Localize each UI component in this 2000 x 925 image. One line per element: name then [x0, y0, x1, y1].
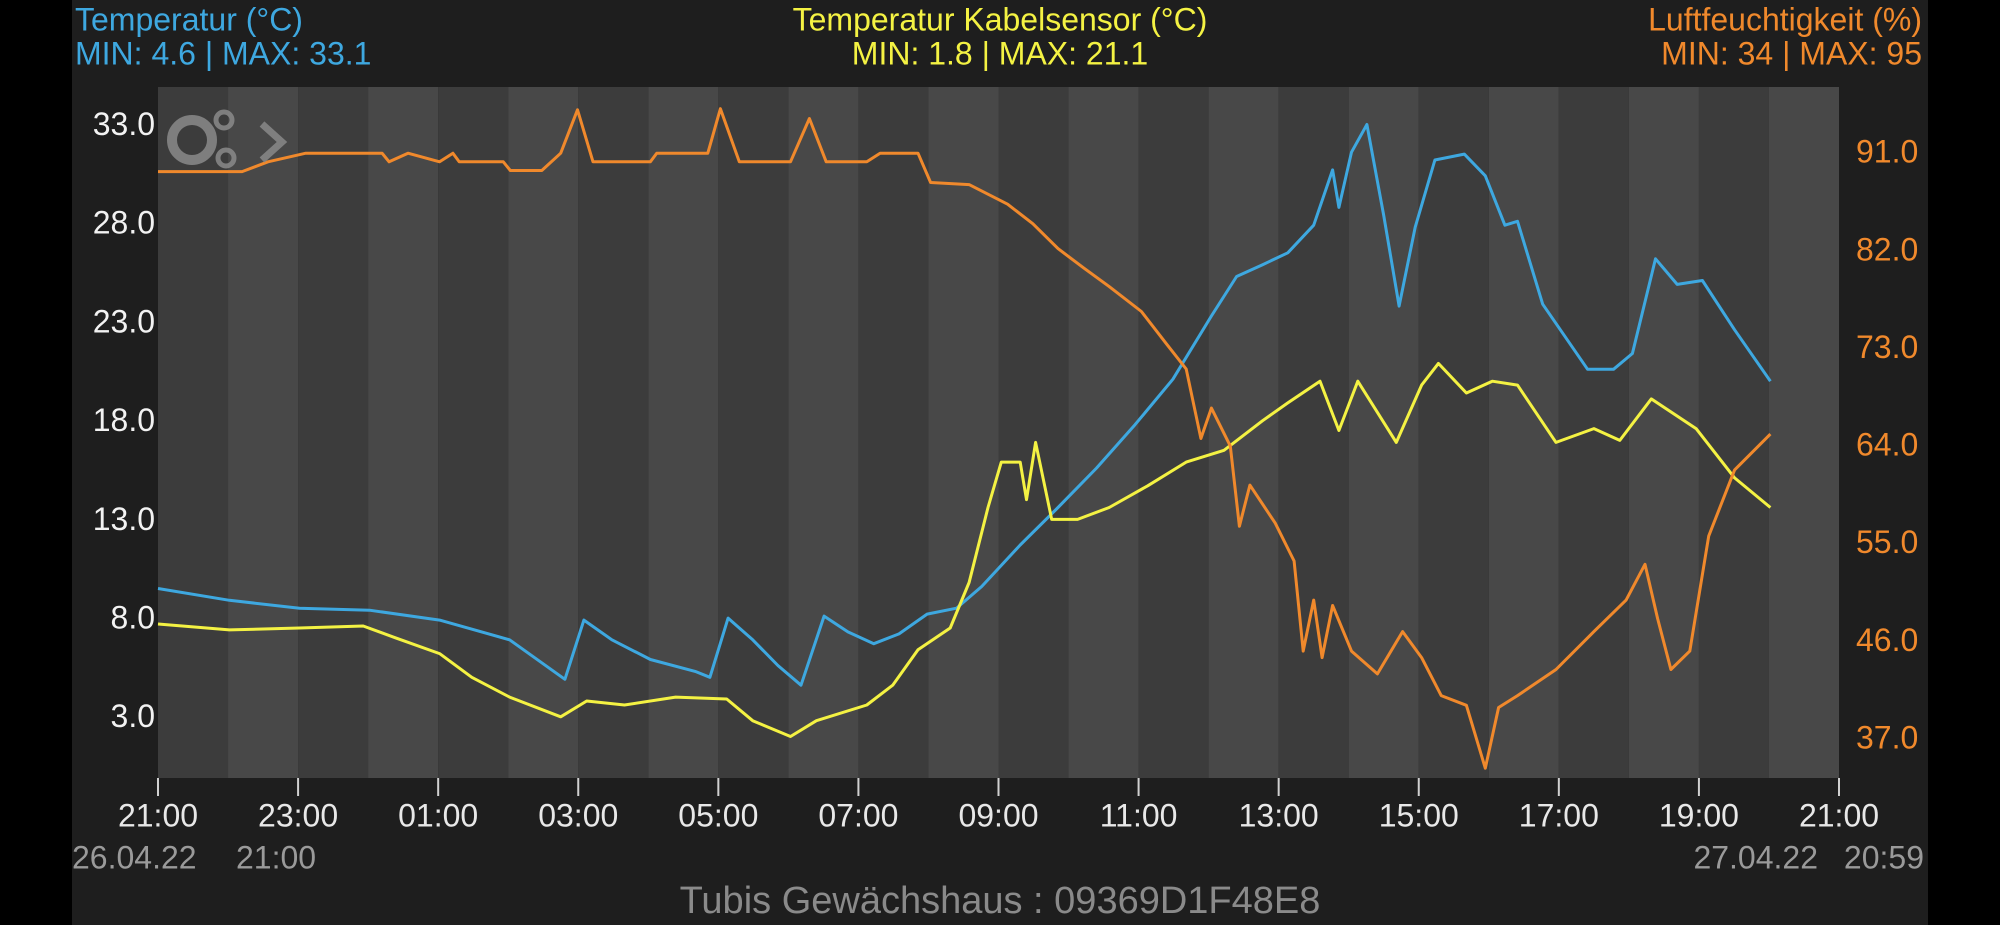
x-tick-label: 17:00 [1519, 797, 1599, 833]
legend-stats: MIN: 4.6 | MAX: 33.1 [75, 35, 371, 71]
hour-band [228, 87, 299, 778]
hour-band [788, 87, 859, 778]
settings-icon[interactable] [167, 109, 288, 169]
y2-tick-label: 37.0 [1856, 719, 1918, 755]
y2-tick-label: 64.0 [1856, 427, 1918, 463]
hour-band [1488, 87, 1559, 778]
hour-band [718, 87, 789, 778]
x-tick-label: 07:00 [818, 797, 898, 833]
gear [215, 147, 237, 169]
y-tick-label: 23.0 [93, 303, 155, 339]
legend-name: Temperatur Kabelsensor (°C) [793, 1, 1208, 37]
series-line [157, 361, 1772, 738]
x-tick-label: 23:00 [258, 797, 338, 833]
y2-tick-label: 91.0 [1856, 134, 1918, 170]
hour-band [1768, 87, 1839, 778]
hour-band [1628, 87, 1699, 778]
start-date: 26.04.22 [72, 839, 197, 875]
hour-band [158, 87, 229, 778]
y2-tick-label: 55.0 [1856, 524, 1918, 560]
y-tick-label: 8.0 [111, 600, 155, 636]
hour-band [1138, 87, 1209, 778]
x-tick-label: 19:00 [1659, 797, 1739, 833]
hour-band [1698, 87, 1769, 778]
legend-name: Temperatur (°C) [75, 1, 303, 37]
end-date: 27.04.22 [1693, 839, 1818, 875]
plot-background [158, 87, 1839, 778]
hour-band [438, 87, 509, 778]
start-time: 21:00 [236, 839, 316, 875]
y-tick-label: 28.0 [93, 205, 155, 241]
series-line [157, 123, 1772, 687]
x-tick-label: 21:00 [1799, 797, 1879, 833]
legend-stats: MIN: 1.8 | MAX: 21.1 [852, 35, 1148, 71]
y2-tick-label: 73.0 [1856, 329, 1918, 365]
legend-name: Luftfeuchtigkeit (%) [1648, 1, 1922, 37]
end-time: 20:59 [1844, 839, 1924, 875]
y-tick-label: 33.0 [93, 106, 155, 142]
hour-band [368, 87, 439, 778]
hour-band [858, 87, 929, 778]
hour-band [578, 87, 649, 778]
hour-band [1558, 87, 1629, 778]
hour-band [648, 87, 719, 778]
hour-band [928, 87, 999, 778]
hour-band [1418, 87, 1489, 778]
hour-band [1208, 87, 1279, 778]
gear [167, 115, 217, 165]
x-tick-label: 15:00 [1379, 797, 1459, 833]
y-tick-label: 3.0 [111, 698, 155, 734]
hour-band [1348, 87, 1419, 778]
plot [157, 107, 1772, 770]
hour-band [298, 87, 369, 778]
hour-band [1278, 87, 1349, 778]
legend-stats: MIN: 34 | MAX: 95 [1661, 35, 1922, 71]
gear [213, 109, 235, 131]
x-tick-label: 03:00 [538, 797, 618, 833]
x-tick-label: 09:00 [958, 797, 1038, 833]
series-line [158, 107, 1772, 770]
arrow [259, 121, 288, 163]
y2-tick-label: 82.0 [1856, 231, 1918, 267]
y2-tick-label: 46.0 [1856, 622, 1918, 658]
footer: Tubis Gewächshaus : 09369D1F48E8 [680, 880, 1321, 922]
x-tick-label: 21:00 [118, 797, 198, 833]
x-tick-label: 01:00 [398, 797, 478, 833]
y-tick-label: 13.0 [93, 501, 155, 537]
hour-band [998, 87, 1069, 778]
x-tick-label: 05:00 [678, 797, 758, 833]
x-tick-label: 13:00 [1239, 797, 1319, 833]
x-tick-label: 11:00 [1100, 797, 1178, 833]
y-tick-label: 18.0 [93, 402, 155, 438]
